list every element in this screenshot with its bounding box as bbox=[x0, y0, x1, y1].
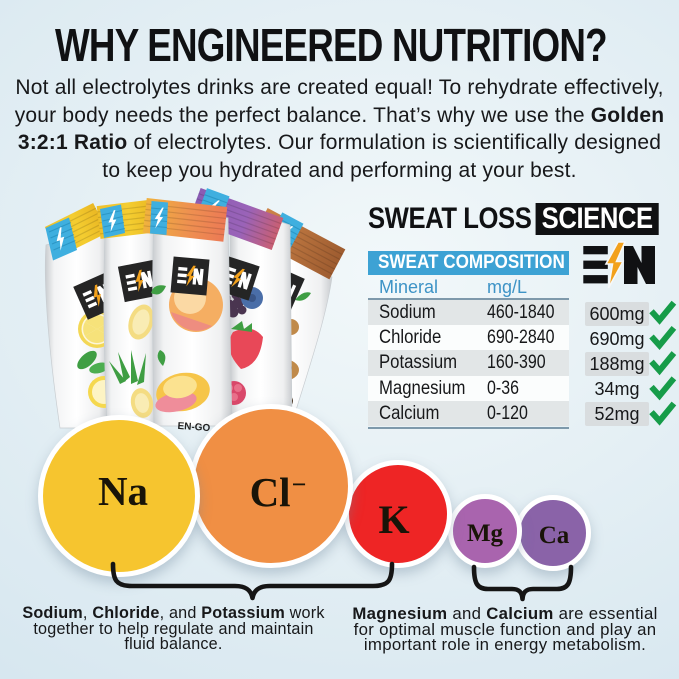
svg-text:EN-GO: EN-GO bbox=[177, 421, 211, 434]
